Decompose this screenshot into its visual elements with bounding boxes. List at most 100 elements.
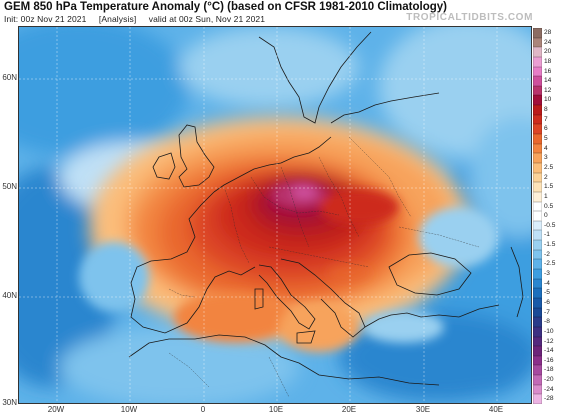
colorbar-entry: 0.5: [533, 201, 563, 212]
colorbar-swatch: [533, 307, 542, 318]
colorbar-label: -4: [544, 279, 550, 287]
colorbar-entry: -2: [533, 249, 563, 260]
colorbar-entry: 12: [533, 85, 563, 96]
border-ukraine: [398, 226, 480, 248]
colorbar-swatch: [533, 365, 542, 376]
colorbar-entry: -1: [533, 230, 563, 241]
coastline-baltic: [330, 92, 440, 124]
colorbar-entry: 7: [533, 114, 563, 125]
border-iberia: [168, 288, 196, 298]
colorbar-entry: 6: [533, 124, 563, 135]
lon-label-10w: 10W: [120, 405, 138, 414]
colorbar-entry: -0.5: [533, 220, 563, 231]
colorbar-label: 12: [544, 86, 552, 94]
colorbar-entry: 3: [533, 153, 563, 163]
colorbar-label: 1.5: [544, 183, 554, 191]
colorbar-entry: 4: [533, 143, 563, 154]
country-borders: [168, 136, 480, 398]
colorbar-label: 10: [544, 96, 552, 104]
colorbar-entry: 18: [533, 56, 563, 67]
init-time: Init: 00z Nov 21 2021: [4, 14, 87, 24]
forecast-hour: [Analysis]: [98, 14, 137, 24]
lon-label-10e: 10E: [268, 405, 284, 414]
anomaly-map[interactable]: [18, 26, 532, 404]
coastline-caspian: [510, 246, 524, 318]
coastline-italy: [258, 264, 316, 330]
colorbar-entry: -24: [533, 384, 563, 395]
colorbar-swatch: [533, 66, 542, 77]
colorbar-entry: 16: [533, 66, 563, 77]
chart-header: GEM 850 hPa Temperature Anomaly (°C) (ba…: [0, 0, 563, 26]
colorbar-label: -16: [544, 356, 554, 364]
colorbar-label: -3: [544, 270, 550, 278]
colorbar-entry: -6: [533, 297, 563, 308]
colorbar-label: -10: [544, 327, 554, 335]
border-germany-poland: [280, 166, 310, 248]
border-alps-balkans: [268, 246, 370, 268]
colorbar-swatch: [533, 375, 542, 385]
colorbar-swatch: [533, 326, 542, 337]
colorbar-label: -24: [544, 385, 554, 393]
colorbar-entry: 10: [533, 95, 563, 106]
colorbar-label: -28: [544, 395, 554, 403]
colorbar-entry: 14: [533, 76, 563, 86]
colorbar-swatch: [533, 384, 542, 395]
colorbar-entry: -28: [533, 394, 563, 404]
colorbar-entry: 2: [533, 172, 563, 183]
lon-label-40e: 40E: [488, 405, 504, 414]
colorbar-label: 5: [544, 135, 548, 143]
lat-label-50n: 50N: [2, 182, 17, 191]
colorbar-swatch: [533, 269, 542, 279]
colorbar-entry: 1.5: [533, 182, 563, 192]
coastline-sicily: [296, 330, 316, 344]
colorbar-label: -18: [544, 366, 554, 374]
colorbar-label: 7: [544, 115, 548, 123]
colorbar-swatch: [533, 240, 542, 250]
colorbar-label: -1: [544, 231, 550, 239]
brand-watermark: TROPICALTIDBITS.COM: [406, 12, 533, 23]
colorbar-entry: -20: [533, 375, 563, 385]
colorbar-swatch: [533, 317, 542, 327]
colorbar-label: 6: [544, 125, 548, 133]
colorbar-legend: 28 24 20 18 16 14 12 10 8 7 6 5 4 3 2.5 2 1.5 1 0.5 0 -0.5 -1…: [533, 28, 563, 404]
colorbar-entry: 2.5: [533, 162, 563, 173]
coastline-great-britain: [178, 124, 215, 188]
colorbar-entry: 24: [533, 37, 563, 48]
colorbar-label: 2: [544, 173, 548, 181]
colorbar-swatch: [533, 288, 542, 298]
colorbar-entry: -4: [533, 278, 563, 289]
colorbar-label: 14: [544, 77, 552, 85]
colorbar-label: 24: [544, 38, 552, 46]
colorbar-swatch: [533, 56, 542, 67]
colorbar-label: -2.5: [544, 260, 556, 268]
colorbar-swatch: [533, 191, 542, 202]
coastline-turkey: [364, 304, 500, 328]
colorbar-label: -14: [544, 347, 554, 355]
colorbar-label: -2: [544, 250, 550, 258]
chart-title: GEM 850 hPa Temperature Anomaly (°C) (ba…: [4, 1, 447, 13]
coastline-scandinavia: [258, 31, 372, 124]
colorbar-swatch: [533, 182, 542, 192]
cold-pockets: [79, 207, 499, 343]
colorbar-swatch: [533, 153, 542, 163]
colorbar-label: 1: [544, 192, 548, 200]
coastline-iberia: [130, 191, 256, 334]
colorbar-label: 3: [544, 154, 548, 162]
colorbar-entry: -8: [533, 317, 563, 327]
colorbar-swatch: [533, 201, 542, 212]
lat-label-60n: 60N: [2, 73, 17, 82]
colorbar-label: -5: [544, 289, 550, 297]
colorbar-label: -0.5: [544, 221, 556, 229]
colorbar-entry: -5: [533, 288, 563, 298]
colorbar-swatch: [533, 85, 542, 96]
colorbar-swatch: [533, 249, 542, 260]
colorbar-label: -1.5: [544, 241, 556, 249]
colorbar-entry: 8: [533, 105, 563, 115]
coastline-sardinia: [254, 288, 264, 310]
colorbar-entry: -7: [533, 307, 563, 318]
coastline-ireland: [152, 152, 176, 180]
colorbar-label: 16: [544, 67, 552, 75]
map-canvas: [19, 27, 531, 403]
colorbar-entry: -14: [533, 346, 563, 356]
colorbar-entry: -16: [533, 355, 563, 366]
